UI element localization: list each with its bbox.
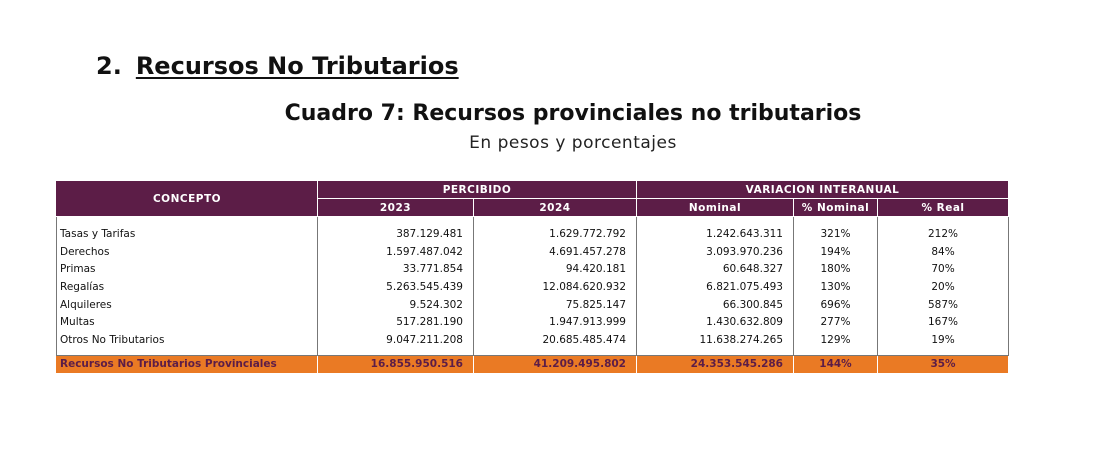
section-title: Recursos No Tributarios <box>135 52 459 80</box>
cell-concepto: Otros No Tributarios <box>56 331 318 356</box>
cell-pct-real: 587% <box>876 295 1010 314</box>
table-title: Cuadro 7: Recursos provinciales no tribu… <box>284 101 862 126</box>
total-pct-nominal: 144% <box>793 354 878 374</box>
total-concepto: Recursos No Tributarios Provinciales <box>56 354 318 374</box>
table-row: Tasas y Tarifas 387.129.481 1.629.772.79… <box>56 216 1010 243</box>
cell-pct-real: 212% <box>876 216 1010 243</box>
cell-2024: 75.825.147 <box>473 295 637 314</box>
cell-pct-nominal: 194% <box>793 242 878 261</box>
cell-2024: 1.629.772.792 <box>473 216 637 243</box>
table-row: Otros No Tributarios 9.047.211.208 20.68… <box>56 331 1010 356</box>
cell-pct-nominal: 321% <box>793 216 878 243</box>
total-2024: 41.209.495.802 <box>473 354 637 374</box>
cell-2023: 9.047.211.208 <box>317 331 474 356</box>
cell-nominal: 1.242.643.311 <box>636 216 794 243</box>
total-nominal: 24.353.545.286 <box>636 354 794 374</box>
cell-2024: 1.947.913.999 <box>473 313 637 332</box>
cell-2023: 1.597.487.042 <box>317 242 474 261</box>
header-percibido: PERCIBIDO <box>317 180 637 199</box>
cell-concepto: Alquileres <box>56 295 318 314</box>
cell-concepto: Regalías <box>56 278 318 296</box>
header-concepto: CONCEPTO <box>56 180 318 217</box>
cell-2024: 4.691.457.278 <box>473 242 637 261</box>
table-row: Primas 33.771.854 94.420.181 60.648.327 … <box>56 260 1010 279</box>
cell-nominal: 60.648.327 <box>636 260 794 279</box>
header-variacion: VARIACION INTERANUAL <box>635 180 1010 199</box>
total-pct-real: 35% <box>876 354 1010 374</box>
cell-pct-nominal: 130% <box>793 278 878 296</box>
cell-pct-nominal: 696% <box>793 295 878 314</box>
header-row-1: CONCEPTO PERCIBIDO VARIACION INTERANUAL <box>56 180 1010 217</box>
cell-pct-real: 19% <box>876 331 1010 356</box>
cell-concepto: Derechos <box>56 242 318 261</box>
cell-pct-nominal: 277% <box>793 313 878 332</box>
cell-2024: 94.420.181 <box>473 260 637 279</box>
table-row: Alquileres 9.524.302 75.825.147 66.300.8… <box>56 295 1010 314</box>
cell-nominal: 6.821.075.493 <box>636 278 794 296</box>
cell-concepto: Tasas y Tarifas <box>56 216 318 243</box>
table-row: Multas 517.281.190 1.947.913.999 1.430.6… <box>56 313 1010 332</box>
cell-2024: 12.084.620.932 <box>473 278 637 296</box>
cell-pct-nominal: 129% <box>793 331 878 356</box>
cell-pct-real: 20% <box>876 278 1010 296</box>
cell-2023: 387.129.481 <box>317 216 474 243</box>
total-2023: 16.855.950.516 <box>317 354 474 374</box>
table-row: Regalías 5.263.545.439 12.084.620.932 6.… <box>56 278 1010 296</box>
cell-nominal: 66.300.845 <box>636 295 794 314</box>
header-pct-nominal: % Nominal <box>793 198 878 217</box>
cell-pct-real: 167% <box>876 313 1010 332</box>
cell-concepto: Multas <box>56 313 318 332</box>
section-heading: 2. Recursos No Tributarios <box>96 52 459 80</box>
header-nominal: Nominal <box>636 198 794 217</box>
cell-nominal: 1.430.632.809 <box>636 313 794 332</box>
cell-pct-real: 70% <box>876 260 1010 279</box>
cell-2023: 9.524.302 <box>317 295 474 314</box>
cell-nominal: 3.093.970.236 <box>636 242 794 261</box>
cell-nominal: 11.638.274.265 <box>636 331 794 356</box>
cell-pct-nominal: 180% <box>793 260 878 279</box>
cell-2023: 33.771.854 <box>317 260 474 279</box>
cell-2023: 517.281.190 <box>317 313 474 332</box>
table-row: Derechos 1.597.487.042 4.691.457.278 3.0… <box>56 242 1010 261</box>
header-2024: 2024 <box>473 198 637 217</box>
header-2023: 2023 <box>317 198 474 217</box>
cell-concepto: Primas <box>56 260 318 279</box>
cell-2023: 5.263.545.439 <box>317 278 474 296</box>
table-subtitle: En pesos y porcentajes <box>469 133 677 153</box>
total-row: Recursos No Tributarios Provinciales 16.… <box>56 354 1010 374</box>
cell-pct-real: 84% <box>876 242 1010 261</box>
resources-table: CONCEPTO PERCIBIDO VARIACION INTERANUAL … <box>56 180 1010 374</box>
header-row-2: 2023 2024 Nominal % Nominal % Real <box>57 198 1010 217</box>
cell-2024: 20.685.485.474 <box>473 331 637 356</box>
header-pct-real: % Real <box>876 198 1010 217</box>
section-number: 2. <box>96 52 122 80</box>
